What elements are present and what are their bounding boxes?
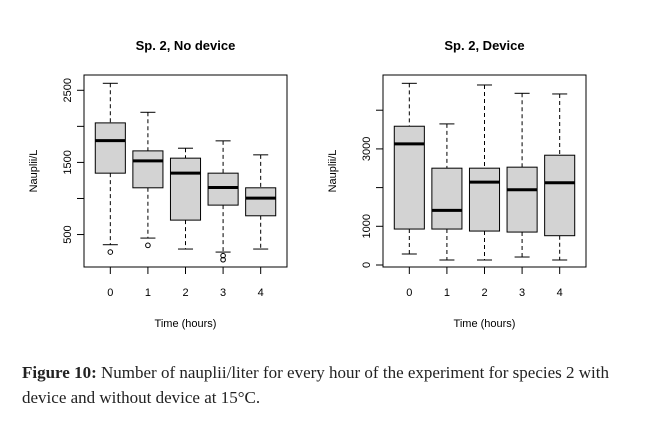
x-axis-label: Time (hours)	[155, 318, 217, 330]
box	[506, 166, 538, 233]
box	[245, 187, 277, 217]
y-tick-label: 0	[361, 262, 373, 268]
x-tick-label: 1	[145, 287, 151, 299]
y-tick-label: 1500	[62, 150, 74, 174]
box	[94, 122, 126, 174]
box	[544, 154, 576, 237]
caption-label: Figure 10:	[22, 363, 97, 382]
box	[169, 157, 202, 221]
chart-title: Sp. 2, Device	[444, 38, 524, 53]
outlier-point	[107, 249, 114, 255]
outlier-point	[145, 242, 151, 249]
box	[468, 167, 501, 232]
x-tick-label: 2	[481, 287, 487, 299]
box	[393, 125, 425, 230]
y-tick-label: 3000	[361, 137, 373, 161]
figure-caption: Figure 10: Number of nauplii/liter for e…	[22, 360, 642, 410]
x-tick-label: 2	[182, 287, 188, 299]
x-tick-label: 1	[444, 287, 450, 299]
x-tick-label: 0	[406, 287, 412, 299]
y-axis-label: Nauplii/L	[327, 150, 339, 193]
box	[207, 172, 239, 206]
y-tick-label: 1000	[361, 214, 373, 238]
x-tick-label: 3	[220, 287, 226, 299]
y-tick-label: 500	[62, 225, 74, 243]
y-axis-label: Nauplii/L	[28, 150, 40, 193]
caption-text: Number of nauplii/liter for every hour o…	[22, 363, 609, 407]
chart-title: Sp. 2, No device	[136, 38, 236, 53]
outlier-point	[220, 256, 226, 263]
x-axis-label: Time (hours)	[454, 318, 516, 330]
x-tick-label: 4	[258, 287, 264, 299]
x-tick-label: 0	[107, 287, 113, 299]
box	[431, 167, 463, 230]
box	[132, 150, 164, 189]
x-tick-label: 3	[519, 287, 525, 299]
y-tick-label: 2500	[62, 78, 74, 102]
outlier-point	[220, 252, 226, 259]
x-tick-label: 4	[557, 287, 563, 299]
